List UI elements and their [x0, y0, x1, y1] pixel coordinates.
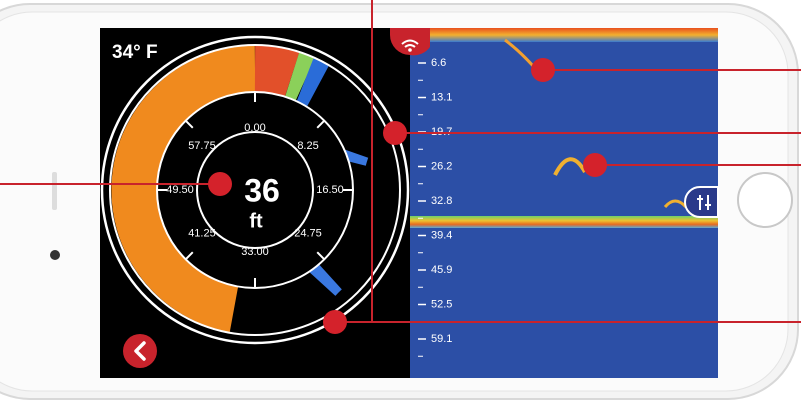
ring-label: 49.50 — [166, 184, 194, 196]
bottom-return — [410, 216, 718, 228]
sonar-panel — [410, 28, 718, 378]
settings-button[interactable] — [684, 186, 719, 218]
depth-label: 52.5 — [431, 298, 452, 310]
ring-tick — [184, 251, 194, 261]
bottom-signal — [300, 254, 343, 297]
green-signal — [284, 52, 315, 102]
depth-label: 13.1 — [431, 91, 452, 103]
surface-clutter — [410, 28, 718, 42]
ring-label: 41.25 — [188, 228, 216, 240]
depth-label: 59.1 — [431, 333, 452, 345]
temperature: 34° F — [112, 42, 158, 63]
callout-dot — [208, 172, 232, 196]
surface-signal — [254, 45, 300, 98]
speaker — [52, 172, 57, 210]
fish-arch-small — [663, 199, 688, 209]
depth-label: 26.2 — [431, 160, 452, 172]
camera — [50, 250, 60, 260]
wifi-icon — [401, 39, 419, 48]
ring-label: 33.00 — [241, 246, 269, 258]
callout-dot — [383, 121, 407, 145]
ring-label: 0.00 — [244, 122, 265, 134]
ring-tick — [316, 119, 326, 129]
back-icon — [134, 341, 146, 361]
flasher: 0.00 8.25 16.50 24.75 33.00 41.25 49.50 57.75 3… — [100, 35, 410, 345]
inner-ring — [196, 131, 314, 249]
back-button[interactable] — [123, 334, 157, 368]
wifi-dot — [408, 48, 412, 52]
depth-label: 39.4 — [431, 229, 452, 241]
depth-value: 36 — [244, 172, 280, 208]
signal-ring — [109, 44, 401, 336]
ring-label: 8.25 — [297, 140, 318, 152]
depth-label: 32.8 — [431, 195, 452, 207]
callout-dot — [531, 58, 555, 82]
wifi-button[interactable] — [390, 28, 430, 56]
outer-ring — [100, 35, 410, 345]
depth-label: 19.7 — [431, 126, 452, 138]
fish-arch — [553, 157, 587, 176]
depth-unit: ft — [249, 210, 263, 232]
blue-signal — [296, 58, 330, 107]
callout-dots — [208, 58, 607, 334]
ring-label: 24.75 — [294, 228, 322, 240]
ring-tick — [316, 251, 326, 261]
orange-signal — [111, 45, 256, 333]
home-button[interactable] — [737, 172, 793, 228]
callout-lines — [0, 0, 801, 323]
ring-label: 16.50 — [316, 184, 344, 196]
callout-dot — [583, 153, 607, 177]
ring-tick — [184, 119, 194, 129]
callout-dot — [323, 310, 347, 334]
depth-label: 45.9 — [431, 264, 452, 276]
ring-label: 57.75 — [188, 140, 216, 152]
depth-label: 6.6 — [431, 57, 446, 69]
settings-icon — [697, 195, 711, 210]
